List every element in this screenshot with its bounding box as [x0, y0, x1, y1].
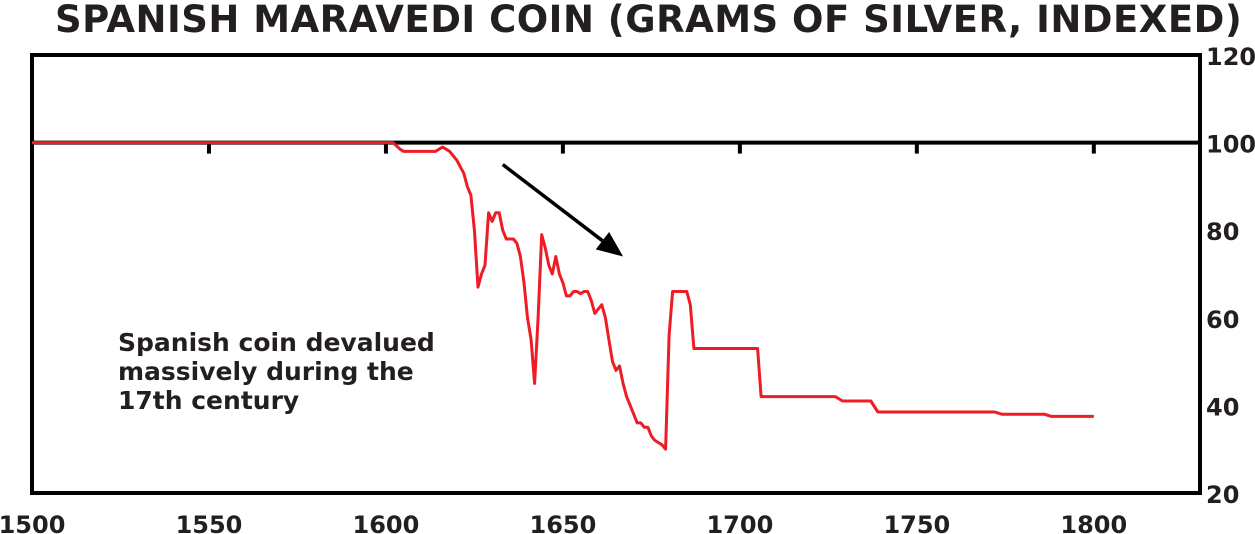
series-line: [32, 141, 1094, 451]
trend-arrow: [501, 163, 604, 243]
x-tick-label-1750: 1750: [883, 511, 950, 534]
chart-title: SPANISH MARAVEDI COIN (GRAMS OF SILVER, …: [55, 0, 1243, 41]
x-ticks: [206, 142, 1096, 154]
y-tick-label-60: 60: [1206, 306, 1239, 334]
x-tick-label-1500: 1500: [0, 511, 65, 534]
y-tick-labels: 20 40 60 80 100 120: [1206, 43, 1255, 509]
x-tick-label-1600: 1600: [353, 511, 420, 534]
x-tick-labels: 1500 1550 1600 1650 1700 1750 1800: [0, 511, 1127, 534]
x-tick-label-1700: 1700: [706, 511, 773, 534]
x-tick-label-1650: 1650: [530, 511, 597, 534]
annotation-line-1: Spanish coin devalued: [118, 328, 435, 357]
y-tick-label-40: 40: [1206, 393, 1239, 421]
y-tick-label-120: 120: [1206, 43, 1255, 71]
y-tick-label-80: 80: [1206, 218, 1239, 246]
y-tick-label-20: 20: [1206, 481, 1239, 509]
plot-frame: [30, 53, 1202, 495]
x-tick-label-1800: 1800: [1060, 511, 1127, 534]
x-tick-label-1550: 1550: [176, 511, 243, 534]
y-tick-label-100: 100: [1206, 131, 1255, 159]
annotation-line-2: massively during the: [118, 357, 414, 386]
trend-arrow-head: [595, 231, 624, 257]
annotation-line-3: 17th century: [118, 386, 299, 415]
